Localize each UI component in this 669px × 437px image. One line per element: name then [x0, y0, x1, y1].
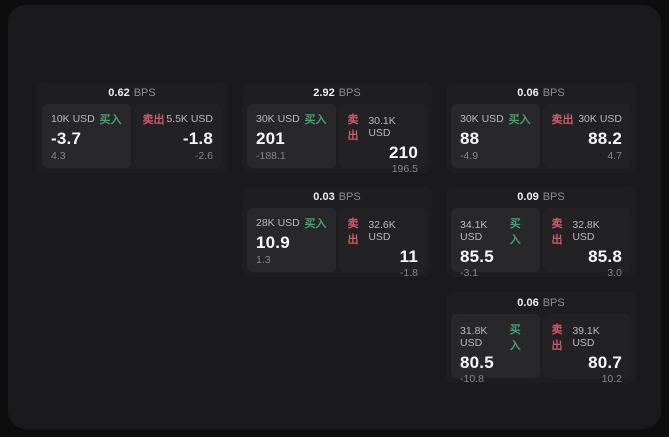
buy-price: 80.5	[460, 353, 494, 372]
buy-price: 85.5	[460, 247, 494, 266]
buy-amount: 28K USD	[256, 217, 300, 229]
bps-header: 0.09 BPS	[446, 186, 636, 208]
buy-tag: 买入	[304, 218, 327, 230]
buy-delta: -10.8	[460, 373, 484, 385]
sell-tag: 卖出	[142, 114, 165, 126]
sell-tag: 卖出	[347, 114, 359, 142]
buy-tag: 买入	[304, 114, 327, 126]
buy-price: -3.7	[51, 128, 82, 148]
sell-delta: 196.5	[391, 163, 418, 175]
bps-unit-label: BPS	[338, 191, 361, 203]
bps-unit-label: BPS	[542, 87, 565, 99]
sell-delta: -2.6	[194, 150, 213, 162]
buy-price: 10.9	[256, 232, 290, 252]
buy-delta: -4.9	[460, 150, 479, 162]
quote-card-1: 0.62 BPS 10K USD 买入 -3.7 4.3 卖出 5.5K USD…	[37, 82, 227, 173]
bps-value: 0.03	[313, 191, 335, 203]
bps-unit-label: BPS	[338, 87, 361, 99]
sell-delta: -1.8	[399, 267, 418, 279]
sell-tag: 卖出	[347, 218, 359, 246]
sell-delta: 4.7	[607, 150, 622, 162]
bps-header: 0.06 BPS	[446, 292, 636, 314]
sell-panel[interactable]: 卖出 32.6K USD 11 -1.8	[338, 208, 427, 279]
sell-panel[interactable]: 卖出 32.8K USD 85.8 3.0	[542, 208, 631, 279]
bps-header: 2.92 BPS	[242, 82, 432, 104]
bps-header: 0.03 BPS	[242, 186, 432, 208]
quote-card-2: 2.92 BPS 30K USD 买入 201 -188.1 卖出 30.1K …	[242, 82, 432, 175]
buy-panel[interactable]: 31.8K USD 买入 80.5 -10.8	[451, 314, 540, 385]
sell-delta: 10.2	[601, 373, 622, 385]
sell-amount: 30K USD	[578, 113, 622, 125]
sell-amount: 5.5K USD	[166, 113, 213, 125]
buy-delta: 1.3	[256, 254, 271, 266]
sell-price: -1.8	[182, 128, 213, 148]
buy-panel[interactable]: 30K USD 买入 201 -188.1	[247, 104, 336, 168]
buy-price: 88	[460, 128, 480, 148]
quote-card-4: 0.03 BPS 28K USD 买入 10.9 1.3 卖出 32.6K US…	[242, 186, 432, 279]
sell-price: 85.8	[588, 247, 622, 266]
sell-tag: 卖出	[551, 324, 563, 352]
bps-value: 0.09	[517, 191, 539, 203]
bps-unit-label: BPS	[133, 87, 156, 99]
buy-panel[interactable]: 10K USD 买入 -3.7 4.3	[42, 104, 131, 168]
quote-card-3: 0.06 BPS 30K USD 买入 88 -4.9 卖出 30K USD 8…	[446, 82, 636, 173]
sell-tag: 卖出	[551, 114, 574, 126]
buy-delta: 4.3	[51, 150, 66, 162]
quote-card-5: 0.09 BPS 34.1K USD 买入 85.5 -3.1 卖出 32.8K…	[446, 186, 636, 279]
buy-amount: 31.8K USD	[460, 325, 488, 349]
bps-unit-label: BPS	[542, 297, 565, 309]
bps-header: 0.06 BPS	[446, 82, 636, 104]
bps-header: 0.62 BPS	[37, 82, 227, 104]
sell-panel[interactable]: 卖出 39.1K USD 80.7 10.2	[542, 314, 631, 385]
sell-price: 210	[389, 143, 418, 162]
buy-tag: 买入	[99, 114, 122, 126]
main-window: 0.62 BPS 10K USD 买入 -3.7 4.3 卖出 5.5K USD…	[8, 5, 661, 429]
sell-panel[interactable]: 卖出 30.1K USD 210 196.5	[338, 104, 427, 175]
bps-value: 0.62	[108, 87, 130, 99]
sell-amount: 30.1K USD	[368, 115, 396, 139]
buy-delta: -188.1	[256, 150, 286, 162]
buy-amount: 10K USD	[51, 113, 95, 125]
buy-panel[interactable]: 30K USD 买入 88 -4.9	[451, 104, 540, 168]
buy-amount: 34.1K USD	[460, 219, 488, 243]
sell-panel[interactable]: 卖出 30K USD 88.2 4.7	[542, 104, 631, 168]
sell-amount: 32.8K USD	[572, 219, 600, 243]
bps-unit-label: BPS	[542, 191, 565, 203]
buy-panel[interactable]: 28K USD 买入 10.9 1.3	[247, 208, 336, 272]
bps-value: 2.92	[313, 87, 335, 99]
bps-value: 0.06	[517, 87, 539, 99]
sell-panel[interactable]: 卖出 5.5K USD -1.8 -2.6	[133, 104, 222, 168]
sell-price: 11	[399, 247, 418, 266]
buy-panel[interactable]: 34.1K USD 买入 85.5 -3.1	[451, 208, 540, 279]
sell-price: 80.7	[588, 353, 622, 372]
buy-tag: 买入	[509, 218, 521, 246]
quote-card-6: 0.06 BPS 31.8K USD 买入 80.5 -10.8 卖出 39.1…	[446, 292, 636, 385]
buy-amount: 30K USD	[256, 113, 300, 125]
buy-amount: 30K USD	[460, 113, 504, 125]
sell-tag: 卖出	[551, 218, 563, 246]
sell-price: 88.2	[588, 128, 622, 148]
buy-tag: 买入	[509, 324, 521, 352]
sell-amount: 39.1K USD	[572, 325, 600, 349]
buy-tag: 买入	[508, 114, 531, 126]
bps-value: 0.06	[517, 297, 539, 309]
buy-price: 201	[256, 128, 285, 148]
sell-amount: 32.6K USD	[368, 219, 396, 243]
sell-delta: 3.0	[607, 267, 622, 279]
buy-delta: -3.1	[460, 267, 479, 279]
